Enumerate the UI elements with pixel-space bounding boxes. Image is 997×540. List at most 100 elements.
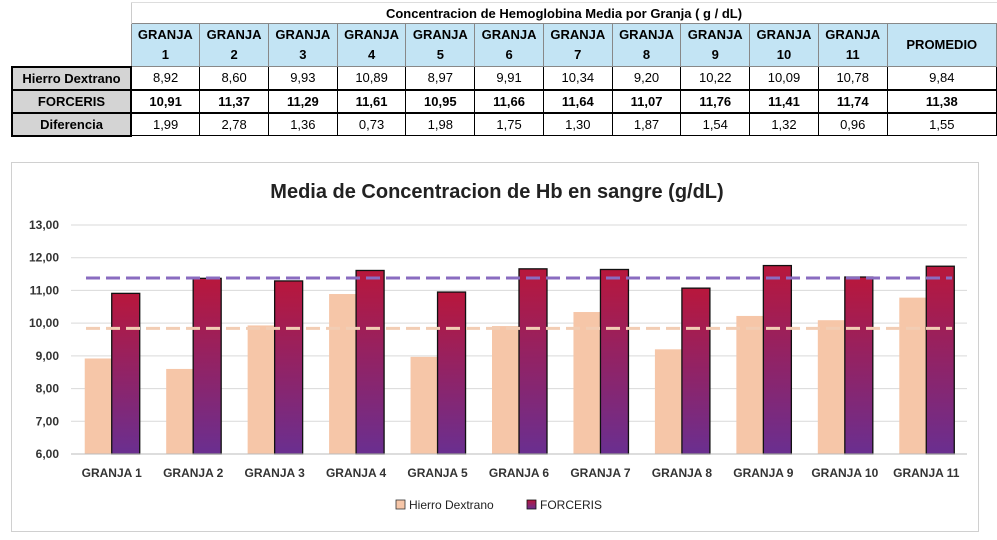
table-cell: 11,61 (336, 88, 407, 114)
column-header: GRANJA 5 (405, 23, 476, 67)
table-cell: 11,64 (542, 88, 613, 114)
legend-label-hierro-dextrano: Hierro Dextrano (409, 498, 494, 512)
table-cell: 1,98 (405, 112, 476, 136)
table-cell: 10,89 (336, 66, 407, 90)
column-header: GRANJA 3 (267, 23, 338, 67)
table-cell: 11,41 (749, 88, 819, 114)
table-cell: 8,92 (130, 66, 201, 90)
column-header-promedio: PROMEDIO (886, 23, 997, 67)
column-header: GRANJA 9 (680, 23, 751, 67)
table-cell: 10,22 (680, 66, 751, 90)
table-cell: 11,74 (817, 88, 888, 114)
table-cell: 1,32 (749, 112, 819, 136)
table-cell: 11,07 (611, 88, 682, 114)
chart-title: Media de Concentracion de Hb en sangre (… (270, 181, 723, 203)
y-tick-label: 11,00 (30, 283, 60, 297)
y-tick-label: 7,00 (36, 414, 60, 428)
table-cell: 8,97 (405, 66, 476, 90)
table-cell: 10,95 (405, 88, 476, 114)
table-cell: 1,54 (680, 112, 751, 136)
table-cell: 2,78 (199, 112, 269, 136)
table-cell: 10,91 (130, 88, 201, 114)
bar-forceris (518, 268, 548, 455)
table-cell: 11,66 (474, 88, 544, 114)
table-cell: 10,09 (749, 66, 819, 90)
table-row: Diferencia 1,99 2,78 1,36 0,73 1,98 1,75 1,30 1,… (10, 111, 997, 137)
bar-forceris (599, 268, 630, 455)
y-tick-label: 9,00 (36, 349, 60, 363)
bar-forceris (273, 280, 304, 455)
legend-swatch-hierro-dextrano (395, 499, 406, 510)
legend-swatch-forceris (526, 499, 537, 510)
x-tick-label: GRANJA 6 (489, 466, 550, 480)
row-label: Diferencia (10, 111, 133, 137)
y-tick-label: 8,00 (36, 382, 60, 396)
bar-hierro-dextrano (736, 315, 764, 454)
bar-forceris (925, 265, 955, 455)
x-tick-label: GRANJA 3 (245, 466, 306, 480)
table-row: Hierro Dextrano 8,92 8,60 9,93 10,89 8,97 9,91… (10, 65, 997, 91)
table-cell: 10,78 (817, 66, 888, 90)
bar-forceris (111, 292, 141, 455)
bar-hierro-dextrano (573, 312, 601, 454)
table-cell: 9,20 (611, 66, 682, 90)
bar-hierro-dextrano (329, 294, 357, 454)
column-header: GRANJA 11 (817, 23, 888, 67)
hb-chart: Media de Concentracion de Hb en sangre (… (11, 162, 979, 532)
x-tick-label: GRANJA 11 (893, 466, 960, 480)
y-tick-label: 10,00 (29, 316, 59, 330)
x-tick-label: GRANJA 5 (407, 466, 468, 480)
bar-hierro-dextrano (492, 326, 519, 454)
column-header: GRANJA 10 (749, 23, 819, 67)
table-cell: 10,34 (542, 66, 613, 90)
table-cell: 1,55 (886, 112, 997, 136)
table-cell: 1,30 (542, 112, 613, 136)
row-label: Hierro Dextrano (10, 65, 133, 91)
x-tick-label: GRANJA 4 (326, 466, 387, 480)
column-header: GRANJA 4 (336, 23, 407, 67)
table-cell: 11,29 (267, 88, 338, 114)
table-cell: 11,38 (886, 88, 997, 114)
table-cell: 1,99 (130, 112, 201, 136)
table-cell: 1,75 (474, 112, 544, 136)
bar-hierro-dextrano (247, 325, 275, 454)
legend-label-forceris: FORCERIS (540, 498, 602, 512)
bar-hierro-dextrano (899, 297, 927, 454)
hemoglobin-table: Concentracion de Hemoglobina Media por G… (10, 2, 997, 137)
x-tick-label: GRANJA 9 (733, 466, 794, 480)
column-header: GRANJA 7 (542, 23, 613, 67)
y-tick-label: 12,00 (29, 251, 59, 265)
table-cell: 1,87 (611, 112, 682, 136)
table-cell: 9,84 (886, 66, 997, 90)
table-cell: 0,96 (817, 112, 888, 136)
table-cell: 8,60 (199, 66, 269, 90)
table-cell: 11,37 (199, 88, 269, 114)
bar-hierro-dextrano (84, 358, 112, 454)
bar-forceris (436, 291, 467, 455)
bar-forceris (355, 269, 385, 455)
bar-forceris (681, 287, 711, 455)
bar-forceris (762, 264, 793, 455)
x-tick-label: GRANJA 1 (82, 466, 143, 480)
column-header: GRANJA 2 (199, 23, 269, 67)
column-header: GRANJA 8 (611, 23, 682, 67)
table-cell: 9,93 (267, 66, 338, 90)
table-row: FORCERIS 10,91 11,37 11,29 11,61 10,95 11,66 11… (10, 88, 997, 114)
x-tick-label: GRANJA 8 (652, 466, 713, 480)
table-cell: 11,76 (680, 88, 751, 114)
bar-hierro-dextrano (166, 368, 194, 454)
x-tick-label: GRANJA 2 (163, 466, 224, 480)
bar-forceris (192, 277, 222, 455)
bar-forceris (844, 276, 874, 455)
row-label: FORCERIS (10, 88, 133, 114)
table-title: Concentracion de Hemoglobina Media por G… (130, 2, 997, 24)
table-cell: 9,91 (474, 66, 544, 90)
table-cell: 0,73 (336, 112, 407, 136)
x-tick-label: GRANJA 7 (570, 466, 631, 480)
bar-hierro-dextrano (410, 356, 438, 454)
x-tick-label: GRANJA 10 (811, 466, 878, 480)
y-tick-label: 6,00 (36, 447, 60, 461)
table-cell: 1,36 (267, 112, 338, 136)
bar-hierro-dextrano (817, 320, 845, 454)
column-header: GRANJA 1 (130, 23, 201, 67)
